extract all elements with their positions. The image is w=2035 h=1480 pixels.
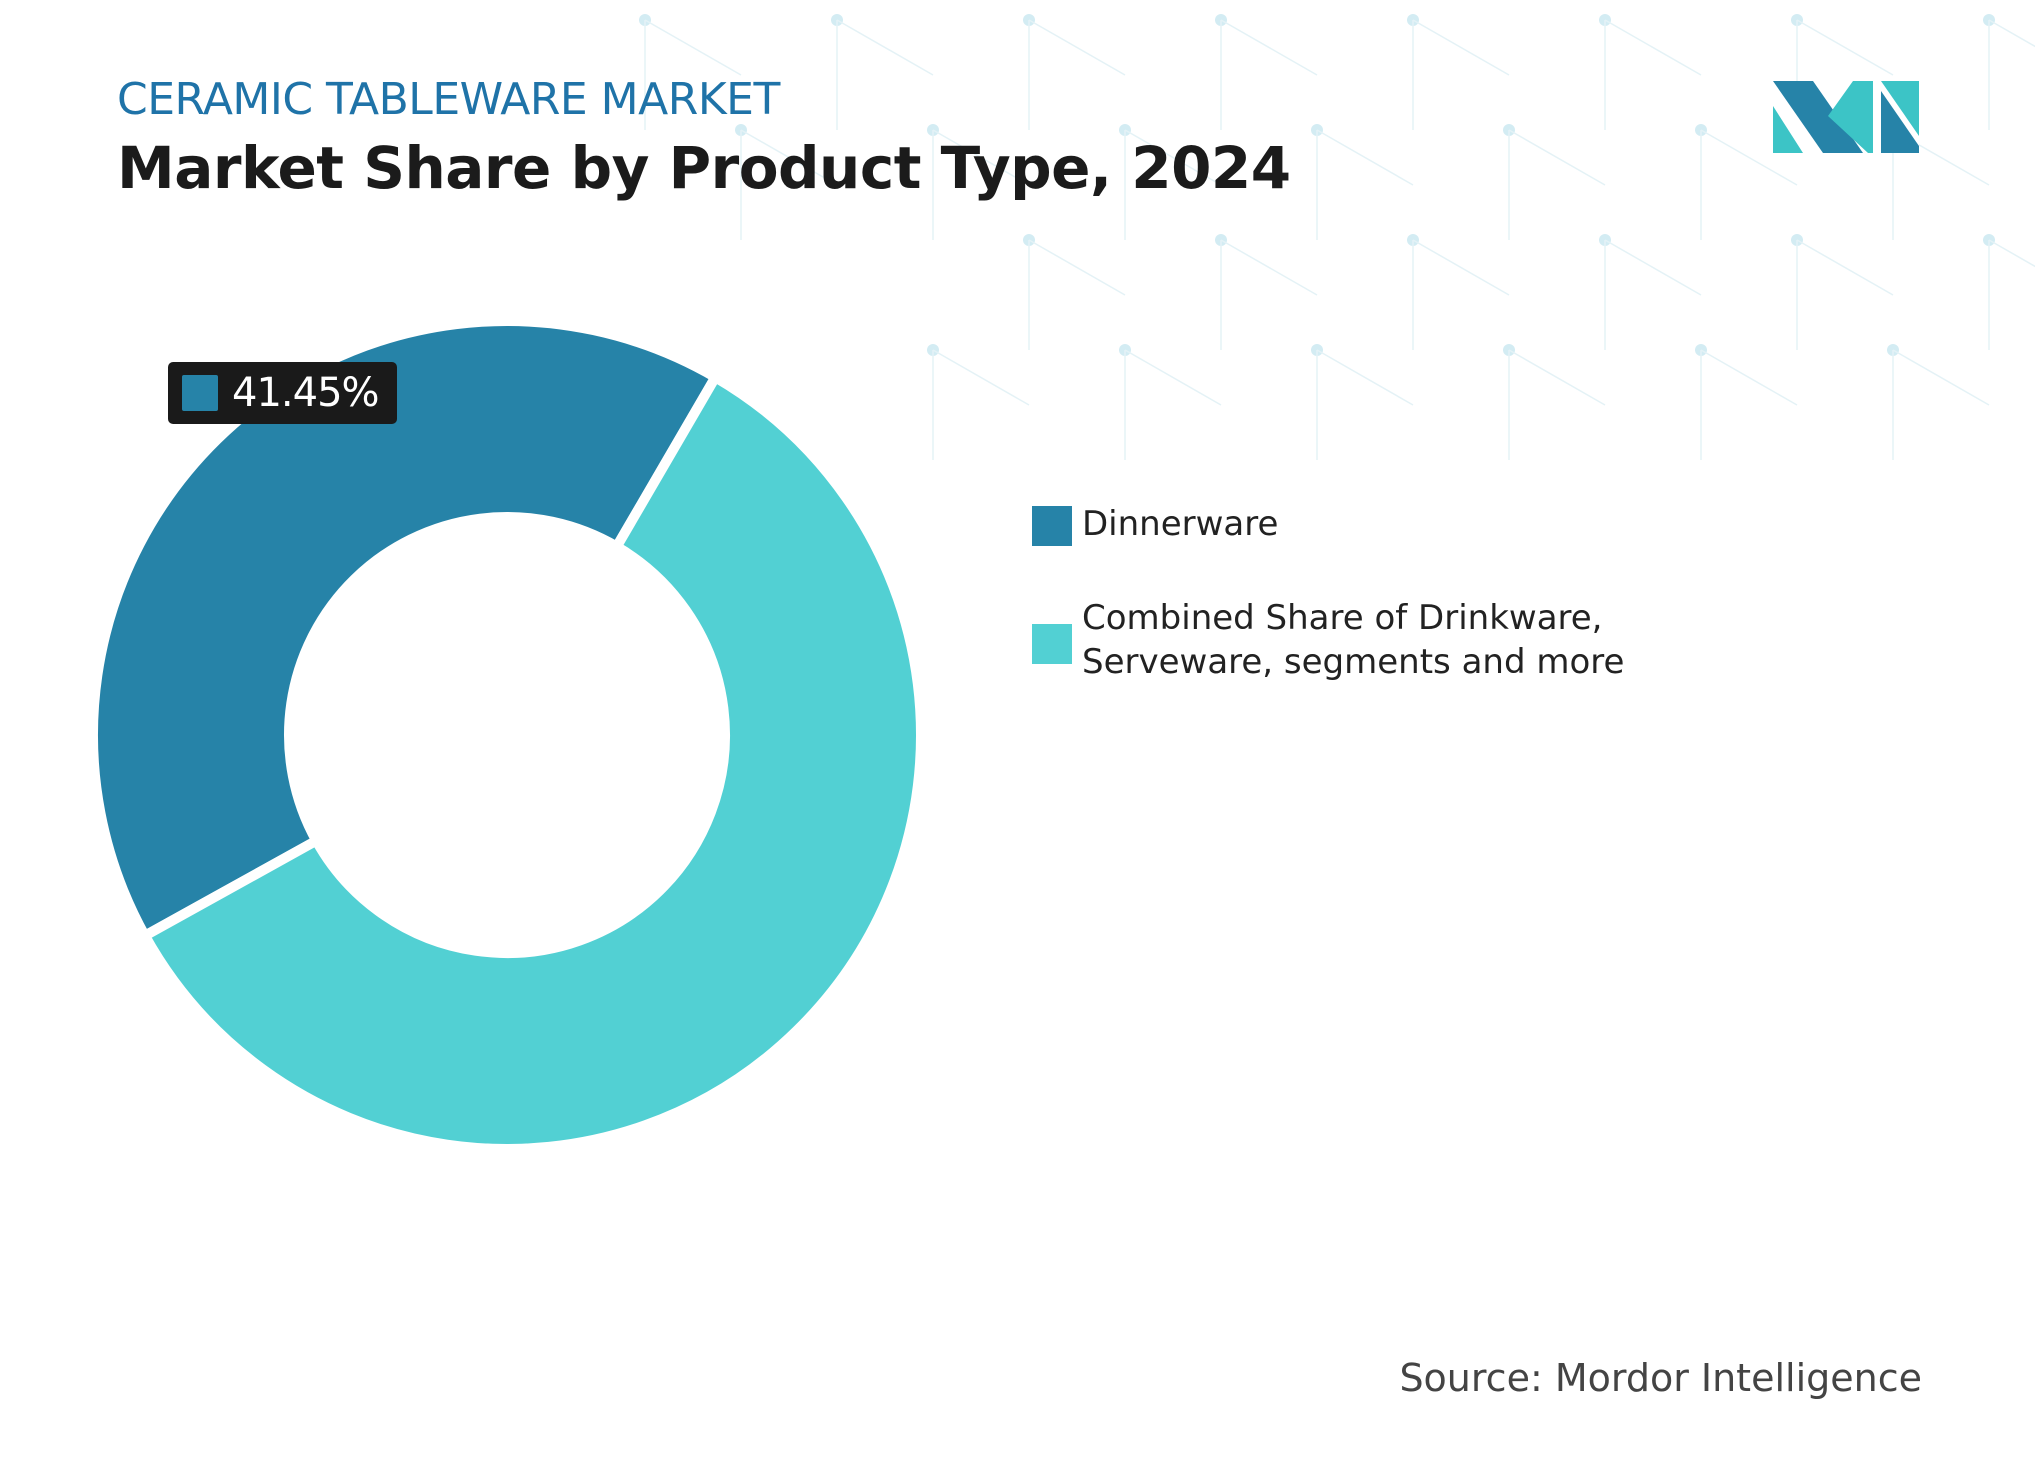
pattern-line: [1412, 239, 1510, 296]
data-label-dinnerware: 41.45%: [168, 362, 397, 424]
legend-label: Dinnerware: [1082, 504, 1279, 544]
pattern-line: [1316, 349, 1414, 406]
pattern-line: [1700, 129, 1798, 186]
pattern-line: [932, 349, 1030, 406]
pattern-line: [1892, 349, 1990, 406]
pattern-line: [1604, 19, 1702, 76]
pattern-line: [1220, 239, 1318, 296]
data-label-swatch: [182, 375, 218, 411]
donut-slice-1: [138, 370, 926, 1154]
pattern-line: [1508, 129, 1606, 186]
pattern-line: [1316, 129, 1414, 186]
legend-label: Combined Share of Drinkware, Serveware, …: [1082, 598, 1625, 682]
pattern-line: [932, 129, 1030, 186]
pattern-line: [836, 19, 934, 76]
donut-slice-0: [88, 316, 723, 943]
pattern-line: [1988, 19, 2035, 48]
legend-swatch: [1032, 506, 1072, 546]
pattern-line: [740, 129, 838, 186]
legend: Dinnerware Combined Share of Drinkware, …: [1032, 502, 1702, 734]
pattern-line: [1124, 129, 1222, 186]
mordor-intelligence-logo: [1773, 81, 1919, 153]
chart-kicker: CERAMIC TABLEWARE MARKET: [117, 74, 780, 125]
pattern-line: [1988, 239, 2035, 268]
legend-item-combined: Combined Share of Drinkware, Serveware, …: [1032, 596, 1702, 684]
data-label-value: 41.45%: [232, 370, 380, 416]
pattern-line: [1796, 19, 1894, 76]
pattern-line: [1028, 239, 1126, 296]
pattern-line: [1028, 19, 1126, 76]
chart-title: Market Share by Product Type, 2024: [117, 134, 1291, 202]
legend-item-dinnerware: Dinnerware: [1032, 502, 1702, 546]
pattern-line: [1700, 349, 1798, 406]
source-note: Source: Mordor Intelligence: [1399, 1356, 1922, 1400]
pattern-line: [1604, 239, 1702, 296]
legend-swatch: [1032, 624, 1072, 664]
pattern-line: [644, 19, 742, 76]
pattern-line: [1796, 239, 1894, 296]
pattern-line: [1220, 19, 1318, 76]
pattern-line: [1124, 349, 1222, 406]
pattern-line: [1412, 19, 1510, 76]
pattern-line: [1508, 349, 1606, 406]
